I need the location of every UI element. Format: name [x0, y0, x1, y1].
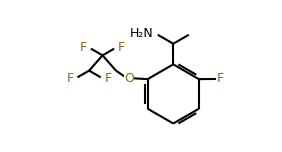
- Text: F: F: [217, 73, 224, 85]
- Text: O: O: [124, 72, 134, 85]
- Text: H₂N: H₂N: [130, 27, 154, 40]
- Text: F: F: [118, 41, 125, 54]
- Text: F: F: [80, 41, 87, 54]
- Text: F: F: [105, 72, 112, 85]
- Text: F: F: [66, 72, 74, 85]
